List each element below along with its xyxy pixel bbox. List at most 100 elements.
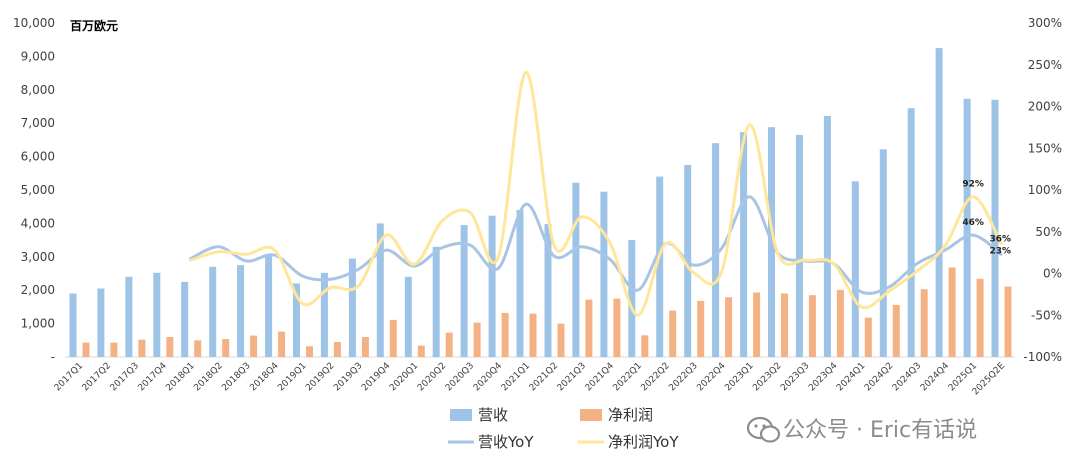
y-left-tick-label: 1,000: [21, 317, 55, 331]
x-tick-label: 2022Q4: [695, 361, 728, 394]
revenue-bar: [823, 115, 831, 358]
revenue-bar: [907, 108, 915, 357]
net-profit-bar: [529, 313, 537, 357]
net-profit-bar: [836, 289, 844, 357]
revenue-bar: [320, 272, 328, 357]
x-tick-label: 2021Q4: [584, 361, 617, 394]
x-tick-label: 2017Q2: [81, 361, 113, 393]
y-left-tick-label: 4,000: [21, 216, 55, 230]
y-right-tick-label: 200%: [1028, 100, 1062, 114]
y-axis-left: - 1,000 2,000 3,000 4,000 5,000 6,000 7,000 8,00…: [13, 16, 55, 364]
revenue-bar: [69, 293, 77, 357]
net-profit-bar: [725, 297, 733, 357]
x-tick-label: 2024Q3: [891, 361, 923, 393]
data-label: 92%: [962, 180, 984, 190]
net-profit-bar: [473, 322, 481, 357]
net-profit-bar: [333, 342, 341, 357]
legend-label: 营收: [478, 406, 508, 424]
x-tick-label: 2024Q1: [835, 361, 867, 393]
net-profit-bar: [697, 300, 705, 357]
net-profit-bar: [110, 342, 118, 357]
bar-series: [69, 48, 1012, 358]
x-tick-label: 2019Q2: [304, 361, 336, 393]
legend-swatch: [450, 409, 472, 421]
legend-label: 营收YoY: [478, 433, 534, 451]
y-left-tick-label: 9,000: [21, 49, 55, 63]
net-profit-bar: [613, 298, 621, 357]
y-left-tick-label: 3,000: [21, 250, 55, 264]
y-left-tick-label: -: [51, 350, 55, 364]
net-profit-bar: [306, 346, 313, 357]
y-axis-right: -100% -50% 0% 50% 100% 150% 200% 250% 300%: [1023, 16, 1062, 364]
net-profit-bar: [278, 331, 286, 357]
x-tick-label: 2018Q1: [164, 361, 196, 393]
x-axis: 2017Q12017Q22017Q32017Q42018Q12018Q22018…: [53, 361, 1008, 398]
revenue-bar: [293, 283, 300, 357]
net-profit-bar: [222, 339, 230, 357]
x-tick-label: 2024Q4: [919, 361, 952, 394]
net-profit-bar: [194, 340, 202, 357]
net-profit-bar: [166, 337, 174, 357]
y-right-tick-label: -50%: [1031, 308, 1062, 322]
y-right-tick-label: -100%: [1023, 350, 1062, 364]
y-right-tick-label: 150%: [1028, 141, 1062, 155]
x-tick-label: 2024Q2: [863, 361, 895, 393]
revenue-bar: [712, 143, 720, 357]
y-left-tick-label: 10,000: [13, 16, 55, 30]
revenue-bar: [963, 98, 971, 358]
x-tick-label: 2021Q2: [528, 361, 560, 393]
net-profit-bar: [389, 319, 397, 357]
y-right-tick-label: 50%: [1035, 225, 1062, 239]
x-tick-label: 2019Q3: [332, 361, 364, 393]
x-tick-label: 2018Q4: [248, 361, 281, 394]
y-left-tick-label: 6,000: [21, 150, 55, 164]
data-label: 46%: [962, 218, 984, 228]
revenue-bar: [97, 288, 105, 357]
x-tick-label: 2022Q2: [639, 361, 671, 393]
x-tick-label: 2023Q1: [723, 361, 755, 393]
x-tick-label: 2023Q3: [779, 361, 811, 393]
revenue-bar: [460, 225, 468, 357]
x-tick-label: 2018Q3: [220, 361, 252, 393]
x-tick-label: 2020Q1: [388, 361, 420, 393]
revenue-bar: [656, 176, 664, 357]
net-profit-bar: [669, 310, 677, 357]
net-profit-bar: [501, 312, 509, 357]
y-left-tick-label: 8,000: [21, 83, 55, 97]
x-tick-label: 2018Q2: [192, 361, 224, 393]
net-profit-bar: [781, 293, 788, 357]
x-tick-label: 2017Q4: [137, 361, 170, 394]
x-tick-label: 2017Q3: [109, 361, 141, 393]
line-series: [189, 70, 1003, 317]
legend-swatch: [580, 409, 602, 421]
net-profit-bar: [808, 295, 816, 357]
wechat-icon: [746, 416, 781, 443]
revenue-bar: [572, 182, 580, 357]
net-profit-bar: [641, 335, 649, 357]
watermark: 公众号 · Eric有话说: [746, 416, 977, 443]
x-tick-label: 2019Q1: [276, 361, 308, 393]
y-right-tick-label: 300%: [1028, 16, 1062, 30]
legend-label: 净利润: [608, 406, 653, 424]
x-tick-label: 2020Q3: [444, 361, 476, 393]
legend-label: 净利润YoY: [608, 433, 679, 451]
revenue-bar: [404, 276, 412, 357]
y-left-tick-label: 2,000: [21, 283, 55, 297]
net-profit-bar: [138, 339, 146, 357]
x-tick-label: 2022Q1: [612, 361, 644, 393]
x-tick-label: 2020Q4: [472, 361, 505, 394]
revenue-bar: [376, 223, 384, 357]
revenue-bar: [153, 272, 161, 357]
data-label: 36%: [989, 234, 1011, 244]
net-profit-bar: [250, 335, 258, 357]
net-profit-bar: [585, 299, 593, 357]
revenue-bar: [851, 181, 859, 357]
y-left-tick-label: 5,000: [21, 183, 55, 197]
revenue-bar: [488, 215, 496, 357]
revenue-bar: [209, 266, 217, 357]
revenue-bar: [600, 191, 608, 357]
y-left-tick-label: 7,000: [21, 116, 55, 130]
annotations: 92% 46% 36% 23%: [962, 180, 1011, 257]
x-tick-label: 2021Q3: [556, 361, 588, 393]
